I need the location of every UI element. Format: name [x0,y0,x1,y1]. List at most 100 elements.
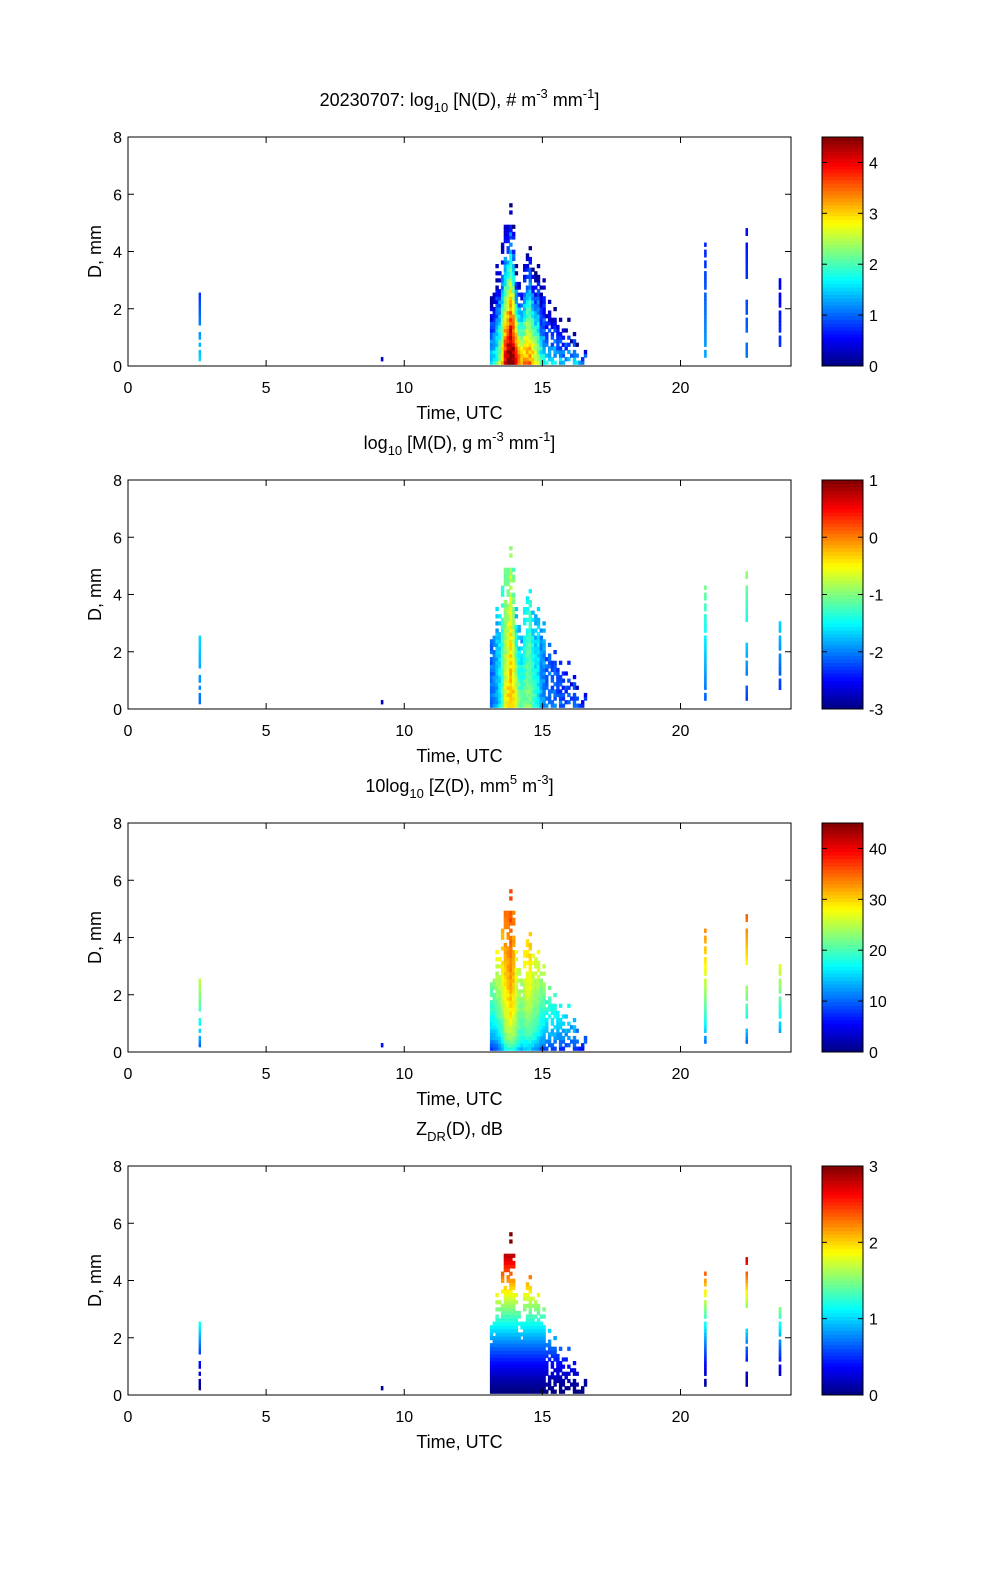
heatmap-cell [503,614,508,619]
heatmap-cell [500,617,505,622]
heatmap-cell [517,1014,521,1019]
heatmap-cell [509,1010,513,1016]
heatmap-cell [534,1028,538,1033]
heatmap-cell [517,1375,521,1380]
heatmap-cell [531,703,535,708]
y-tick-label: 0 [113,702,122,719]
heatmap-cell [531,328,535,333]
heatmap-cell [498,1014,502,1019]
colorbar-step [822,1341,863,1346]
heatmap-cell [525,700,530,705]
heatmap-cell [534,614,538,619]
heatmap-cell [528,946,532,951]
heatmap-cell [704,971,707,976]
heatmap-cell [704,660,707,665]
colorbar-step [822,140,863,145]
heatmap-cell [509,653,513,658]
heatmap-cell [489,664,494,669]
heatmap-cell [536,1010,541,1016]
heatmap-cell [500,667,505,673]
heatmap-cell [570,1382,574,1387]
heatmap-cell [520,1032,524,1037]
heatmap-cell [498,307,502,312]
heatmap-cell [745,599,748,605]
heatmap-cell [509,1271,513,1276]
heatmap-cell [514,696,519,701]
heatmap-cell [498,1010,502,1016]
colorbar-step [822,1180,863,1185]
heatmap-cell [503,603,508,608]
heatmap-cell [523,650,527,655]
colorbar-step [822,555,863,560]
heatmap-cell [745,957,748,962]
heatmap-cell [556,1375,560,1380]
heatmap-cell [523,292,527,297]
heatmap-cell [498,1382,502,1387]
heatmap-cell [495,1375,499,1380]
heatmap-cell [492,1321,496,1326]
heatmap-cell [556,1378,560,1384]
heatmap-cell [489,1021,494,1026]
heatmap-cell [583,1378,588,1384]
heatmap-cell [498,700,502,705]
heatmap-cell [500,657,505,662]
heatmap-cell [536,1018,541,1023]
heatmap-cell [509,314,513,319]
heatmap-cell [536,1357,541,1362]
heatmap-cell [531,657,535,662]
heatmap-cell [572,357,577,362]
colorbar-step [822,666,863,671]
heatmap-cell [525,996,530,1001]
heatmap-cell [520,1028,524,1033]
heatmap-cell [498,635,502,640]
heatmap-cell [547,642,552,647]
heatmap-cell [536,328,541,333]
colorbar-step [822,669,863,674]
heatmap-cell [550,703,555,708]
heatmap-cell [558,1035,563,1041]
heatmap-cell [531,1000,535,1005]
heatmap-cell [489,1350,494,1355]
heatmap-cell [745,1035,748,1041]
heatmap-cell [517,1028,521,1033]
heatmap-cell [517,357,521,362]
heatmap-cell [536,1339,541,1344]
heatmap-cell [198,696,201,701]
heatmap-cell [495,1293,499,1298]
heatmap-cell [581,1043,585,1048]
heatmap-cell [528,342,532,347]
heatmap-cell [498,1343,502,1348]
heatmap-cell [534,1378,538,1384]
heatmap-cell [556,328,560,333]
heatmap-cell [745,939,748,944]
heatmap-cell [509,271,513,276]
heatmap-cell [561,349,566,355]
heatmap-cell [380,700,384,705]
heatmap-cell [520,996,524,1001]
heatmap-cell [523,332,527,337]
heatmap-cell [520,1007,524,1012]
heatmap-cell [509,953,513,958]
heatmap-cell [198,1336,201,1341]
heatmap-cell [506,1382,510,1387]
heatmap-cell [523,1343,527,1348]
heatmap-cell [520,660,524,665]
heatmap-cell [517,1314,521,1319]
heatmap-cell [495,307,499,312]
heatmap-cell [503,650,508,655]
heatmap-cell [512,596,516,601]
heatmap-cell [523,1364,527,1369]
heatmap-cell [506,1000,510,1005]
heatmap-cell [495,360,499,365]
heatmap-cell [503,289,508,294]
heatmap-cell [498,1336,502,1341]
heatmap-cell [523,1010,527,1016]
colorbar-step [822,222,863,227]
colorbar-step [822,626,863,631]
heatmap-cell [525,1007,530,1012]
heatmap-cell [531,1378,535,1384]
heatmap-cell [556,1021,560,1026]
heatmap-cell [506,1339,510,1344]
heatmap-cell [561,1378,566,1384]
heatmap-cell [495,689,499,694]
